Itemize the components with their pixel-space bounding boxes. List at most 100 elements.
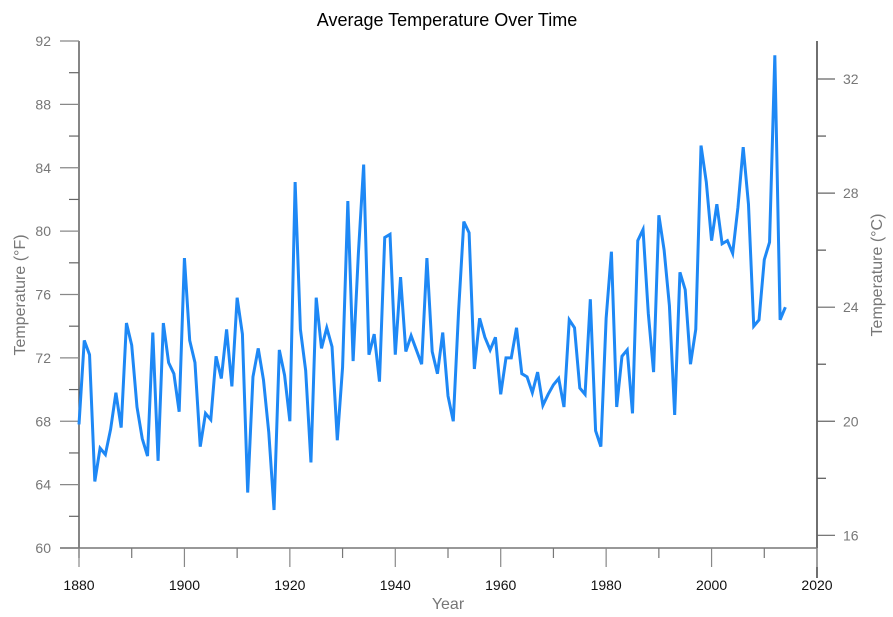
y-tick-label: 88 (35, 96, 51, 112)
data-point (631, 412, 634, 415)
data-point (705, 181, 708, 184)
data-point (715, 203, 718, 206)
y-tick-label: 80 (35, 223, 51, 239)
x-tick-label: 1880 (63, 577, 94, 593)
data-point (341, 366, 344, 369)
data-point (700, 144, 703, 147)
data-point (752, 325, 755, 328)
data-point (88, 353, 91, 356)
x-tick-label: 1980 (591, 577, 622, 593)
data-point (541, 404, 544, 407)
data-point (331, 345, 334, 348)
data-point (652, 371, 655, 374)
data-point (246, 491, 249, 494)
x-tick-label: 1960 (485, 577, 516, 593)
data-point (93, 480, 96, 483)
data-point (589, 298, 592, 301)
data-point (457, 310, 460, 313)
data-point (573, 326, 576, 329)
data-point (193, 361, 196, 364)
data-point (462, 220, 465, 223)
data-point (104, 453, 107, 456)
data-point (673, 413, 676, 416)
data-point (494, 336, 497, 339)
data-point (362, 163, 365, 166)
data-point (167, 361, 170, 364)
data-point (678, 271, 681, 274)
data-point (141, 437, 144, 440)
data-point (283, 374, 286, 377)
data-point (499, 393, 502, 396)
data-point (441, 331, 444, 334)
data-point (773, 54, 776, 57)
chart-title: Average Temperature Over Time (317, 10, 577, 30)
data-point (468, 231, 471, 234)
data-point (415, 348, 418, 351)
data-point (220, 377, 223, 380)
data-point (779, 318, 782, 321)
data-point (731, 252, 734, 255)
data-point (404, 350, 407, 353)
y-right-tick-label: 28 (843, 185, 859, 201)
data-point (367, 353, 370, 356)
data-point (230, 385, 233, 388)
y-tick-label: 72 (35, 350, 51, 366)
data-point (547, 393, 550, 396)
data-point (483, 336, 486, 339)
data-point (620, 355, 623, 358)
data-point (452, 420, 455, 423)
data-point (562, 405, 565, 408)
y-right-tick-label: 24 (843, 299, 859, 315)
data-point (436, 372, 439, 375)
data-point (784, 306, 787, 309)
data-point (99, 447, 102, 450)
y-right-tick-label: 16 (843, 527, 859, 543)
data-point (642, 228, 645, 231)
data-point (320, 347, 323, 350)
data-point (763, 258, 766, 261)
data-point (309, 461, 312, 464)
data-point (531, 391, 534, 394)
data-point (325, 326, 328, 329)
data-point (768, 241, 771, 244)
data-point (668, 304, 671, 307)
data-point (584, 393, 587, 396)
data-point (478, 317, 481, 320)
data-point (557, 377, 560, 380)
data-point (346, 200, 349, 203)
x-axis-label: Year (432, 596, 465, 613)
data-point (736, 206, 739, 209)
data-point (204, 412, 207, 415)
data-point (394, 353, 397, 356)
data-point (431, 350, 434, 353)
y-tick-label: 68 (35, 413, 51, 429)
data-point (278, 348, 281, 351)
data-point (447, 394, 450, 397)
temperature-series-line (77, 55, 787, 511)
x-tick-label: 1900 (169, 577, 200, 593)
data-point (83, 339, 86, 342)
data-point (273, 508, 276, 511)
data-point (262, 379, 265, 382)
data-point (599, 445, 602, 448)
data-point (178, 410, 181, 413)
data-point (399, 276, 402, 279)
data-point (684, 288, 687, 291)
data-point (689, 363, 692, 366)
data-point (510, 356, 513, 359)
data-point (157, 459, 160, 462)
data-point (294, 181, 297, 184)
data-point (78, 423, 81, 426)
data-point (536, 371, 539, 374)
data-point (520, 372, 523, 375)
data-point (726, 239, 729, 242)
data-point (389, 233, 392, 236)
data-point (109, 428, 112, 431)
data-point (721, 242, 724, 245)
data-point (552, 383, 555, 386)
y-tick-label: 92 (35, 33, 51, 49)
data-point (257, 347, 260, 350)
data-point (183, 257, 186, 260)
y-tick-label: 60 (35, 540, 51, 556)
data-point (610, 250, 613, 253)
